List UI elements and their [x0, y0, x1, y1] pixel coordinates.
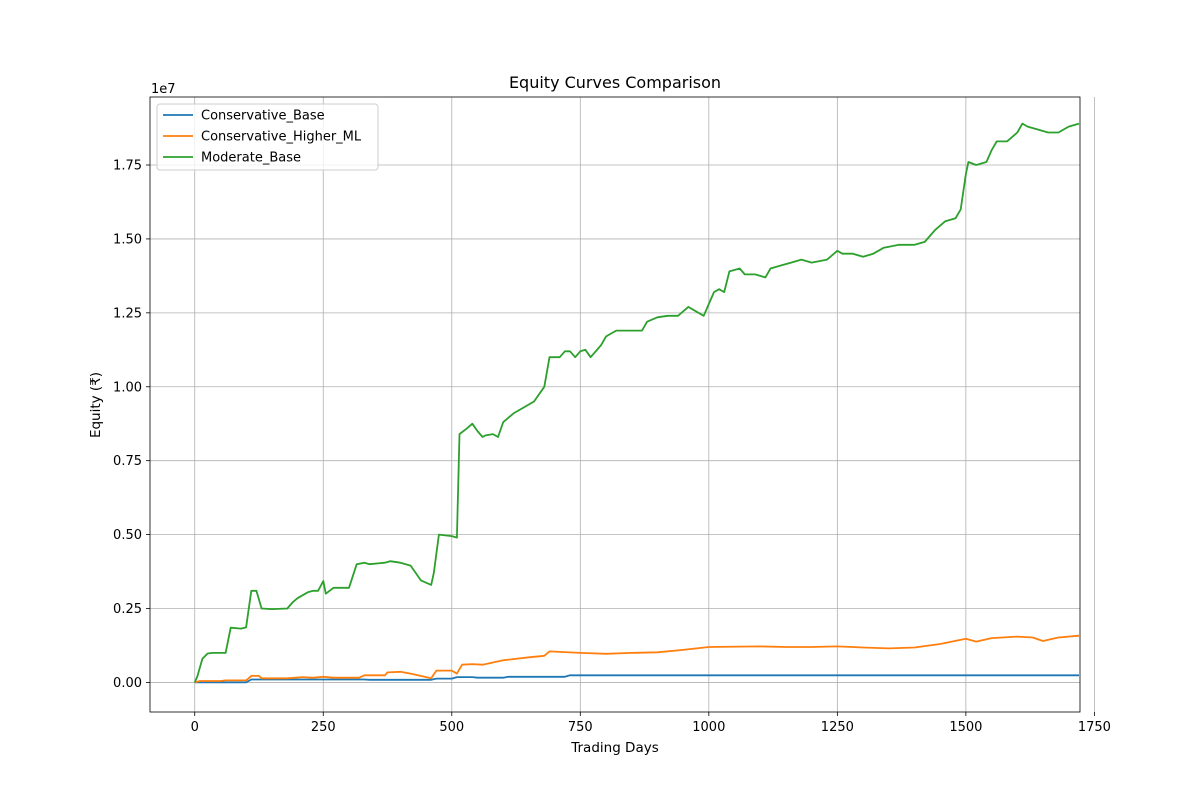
y-axis-offset-text: 1e7 [151, 82, 176, 97]
legend-label-moderate-base: Moderate_Base [201, 151, 301, 166]
legend: Conservative_Base Conservative_Higher_ML M… [156, 103, 379, 171]
x-axis-label: Trading Days [570, 740, 659, 756]
chart-title: Equity Curves Comparison [509, 73, 721, 92]
y-tick-label: 0.50 [113, 528, 142, 543]
x-tick-label: 1500 [949, 720, 982, 735]
y-tick-label: 1.25 [113, 306, 142, 321]
x-tick-label: 250 [311, 720, 336, 735]
y-tick-label: 1.00 [113, 380, 142, 395]
legend-label-conservative-base: Conservative_Base [201, 109, 325, 124]
x-axis-ticks: 0 250 500 750 1000 1250 1500 1750 [191, 712, 1111, 735]
x-tick-label: 500 [439, 720, 464, 735]
legend-box [156, 103, 379, 171]
x-tick-label: 1000 [692, 720, 725, 735]
plot-area-frame [149, 96, 1081, 713]
x-tick-label: 1750 [1078, 720, 1111, 735]
x-tick-label: 1250 [821, 720, 854, 735]
x-tick-label: 0 [191, 720, 199, 735]
y-tick-label: 1.75 [113, 159, 142, 174]
y-tick-label: 0.75 [113, 454, 142, 469]
y-axis-ticks: 0.00 0.25 0.50 0.75 1.00 1.25 1.50 1.75 [113, 159, 150, 691]
y-axis-label: Equity (₹) [88, 372, 104, 438]
series-line-conservative-higher-ml [194, 634, 1080, 684]
series-line-moderate-base [193, 122, 1080, 683]
legend-label-conservative-higher-ml: Conservative_Higher_ML [201, 130, 362, 145]
x-tick-label: 750 [568, 720, 593, 735]
series-line-conservative-base [194, 674, 1079, 684]
y-tick-label: 1.50 [113, 232, 142, 247]
series-lines [193, 122, 1080, 684]
y-tick-label: 0.00 [113, 676, 142, 691]
grid-lines [150, 97, 1095, 712]
y-tick-label: 0.25 [113, 602, 142, 617]
